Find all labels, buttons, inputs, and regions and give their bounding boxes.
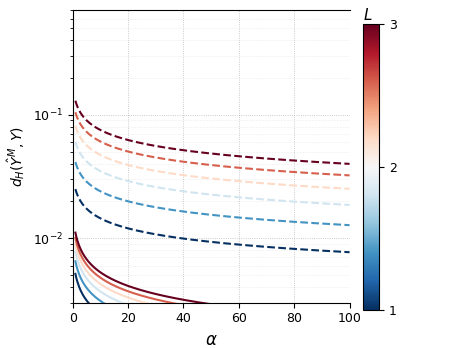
- Y-axis label: $d_H(\hat{Y}^M, Y)$: $d_H(\hat{Y}^M, Y)$: [5, 126, 27, 187]
- X-axis label: $\alpha$: $\alpha$: [205, 331, 217, 348]
- Text: $L$: $L$: [363, 7, 373, 23]
